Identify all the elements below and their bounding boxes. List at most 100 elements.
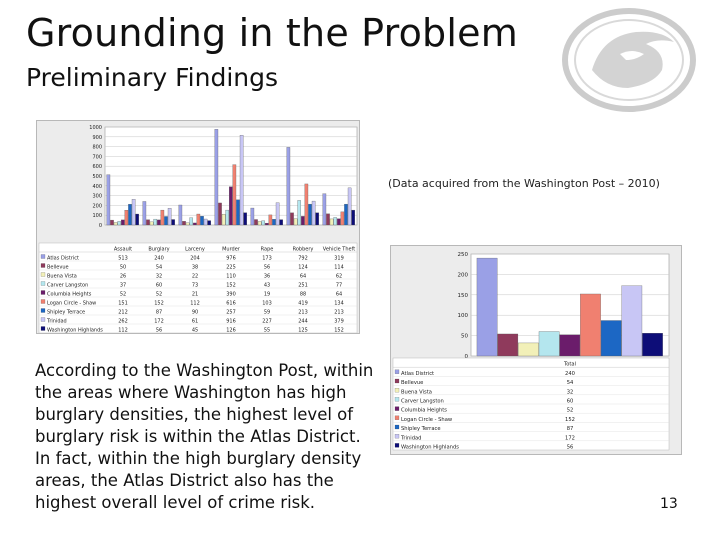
table-cell: 45 <box>192 328 198 334</box>
table-cell: 73 <box>192 283 198 289</box>
legend-entry: Trinidad <box>46 319 67 325</box>
bar <box>221 214 226 226</box>
bar <box>301 216 305 226</box>
bar <box>642 333 663 357</box>
category-label: Vehicle Theft <box>323 247 355 253</box>
bar <box>304 183 309 226</box>
table-cell: 88 <box>300 292 306 298</box>
burglary-total-chart: 0 50 100 150 200 250 Total Atlas District 240 Bel… <box>390 245 682 455</box>
bar <box>117 221 121 226</box>
table-cell: 36 <box>264 274 270 280</box>
bar <box>207 220 211 226</box>
category-label: Rape <box>261 247 274 253</box>
bar <box>153 218 157 226</box>
table-cell: 61 <box>192 319 198 325</box>
table-cell: 77 <box>336 283 342 289</box>
legend-entry: Carver Langston <box>47 283 88 289</box>
bar <box>185 222 190 226</box>
slide-subtitle: Preliminary Findings <box>26 63 279 92</box>
bar <box>621 285 643 357</box>
legend-swatch <box>394 397 400 402</box>
legend-swatch <box>394 415 400 420</box>
y-tick-label: 900 <box>92 135 102 141</box>
table-cell: 152 <box>334 328 344 334</box>
bar <box>329 218 334 226</box>
bar <box>261 220 265 226</box>
legend-entry: Atlas District <box>47 256 79 262</box>
table-cell: 257 <box>226 310 236 316</box>
y-tick-label: 700 <box>92 154 102 160</box>
legend-entry: Carver Langston <box>401 399 444 405</box>
y-tick-label: 0 <box>99 223 102 229</box>
bar <box>203 218 208 226</box>
table-cell: 64 <box>336 292 342 298</box>
bar <box>279 219 283 226</box>
penn-state-logo <box>562 8 696 112</box>
table-cell: 173 <box>262 256 272 262</box>
y-tick-label: 50 <box>461 334 468 340</box>
bar <box>333 217 337 226</box>
bar <box>254 219 258 226</box>
bar <box>286 147 291 226</box>
legend-entry: Shipley Terrace <box>401 426 441 432</box>
slide-title: Grounding in the Problem <box>26 11 518 55</box>
table-cell: 90 <box>192 310 198 316</box>
y-tick-label: 300 <box>92 194 102 200</box>
legend-entry: Buena Vista <box>401 389 432 395</box>
table-cell: 616 <box>226 301 236 307</box>
bar <box>293 218 298 226</box>
legend-entry: Logan Circle - Shaw <box>47 301 96 307</box>
bar <box>337 218 341 226</box>
bar <box>124 210 129 226</box>
bar <box>347 187 352 226</box>
table-cell: 50 <box>120 265 126 271</box>
table-cell: 204 <box>190 256 200 262</box>
table-cell: 38 <box>192 265 198 271</box>
table-cell: 26 <box>120 274 126 280</box>
table-cell: 125 <box>298 328 308 334</box>
y-tick-label: 250 <box>458 252 469 258</box>
legend-swatch <box>40 254 46 259</box>
bar <box>308 203 312 226</box>
y-tick-label: 200 <box>92 203 102 209</box>
table-cell: 54 <box>567 380 574 386</box>
table-cell: 19 <box>264 292 270 298</box>
bar <box>250 207 255 226</box>
bar <box>160 209 165 226</box>
bar <box>559 334 581 357</box>
table-cell: 56 <box>264 265 270 271</box>
table-cell: 213 <box>298 310 308 316</box>
table-cell: 52 <box>567 408 574 414</box>
page-number: 13 <box>660 496 678 512</box>
burglary-total-svg: 0 50 100 150 200 250 Total Atlas District 240 Bel… <box>392 252 670 451</box>
table-cell: 87 <box>156 310 162 316</box>
table-cell: 212 <box>118 310 128 316</box>
y-tick-label: 100 <box>458 313 469 319</box>
bar <box>272 219 276 226</box>
legend-swatch <box>394 424 400 430</box>
table-cell: 124 <box>298 265 308 271</box>
bar <box>315 212 319 226</box>
table-cell: 172 <box>154 319 164 325</box>
body-text: According to the Washington Post, within… <box>35 361 374 512</box>
table-cell: 240 <box>154 256 164 262</box>
table-cell: 792 <box>298 256 308 262</box>
table-cell: 112 <box>190 301 200 307</box>
y-tick-label: 800 <box>92 145 102 151</box>
table-cell: 21 <box>192 292 198 298</box>
table-cell: 56 <box>567 445 574 451</box>
table-cell: 513 <box>118 256 128 262</box>
table-cell: 227 <box>262 319 272 325</box>
bar <box>239 135 244 226</box>
legend-swatch <box>40 281 46 286</box>
legend-entry: Bellevue <box>47 265 69 271</box>
bar <box>218 202 222 226</box>
bar <box>146 219 150 226</box>
bar <box>268 214 273 226</box>
legend-entry: Columbia Heights <box>401 408 447 414</box>
bar <box>196 213 201 226</box>
bar <box>171 219 175 226</box>
table-cell: 319 <box>334 256 344 262</box>
table-cell: 390 <box>226 292 236 298</box>
table-cell: 54 <box>156 265 162 271</box>
